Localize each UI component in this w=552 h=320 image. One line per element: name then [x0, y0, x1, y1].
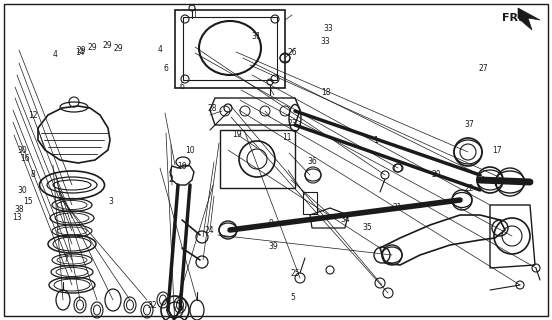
Text: 20: 20: [431, 170, 441, 179]
Text: 33: 33: [321, 37, 331, 46]
Text: 2: 2: [169, 175, 173, 184]
Text: 28: 28: [208, 104, 217, 113]
Text: 34: 34: [340, 215, 350, 224]
Text: 17: 17: [492, 146, 502, 155]
Text: 16: 16: [20, 154, 30, 163]
Text: 7: 7: [64, 255, 68, 264]
Text: 22: 22: [464, 184, 474, 193]
Text: 10: 10: [185, 146, 195, 155]
Polygon shape: [518, 8, 540, 30]
Text: 31: 31: [252, 32, 262, 41]
Text: 21: 21: [392, 204, 402, 212]
Text: 11: 11: [282, 133, 292, 142]
Text: 9: 9: [268, 220, 273, 228]
Text: 30: 30: [17, 146, 27, 155]
Text: 25: 25: [290, 269, 300, 278]
Text: 26: 26: [288, 48, 298, 57]
Bar: [220, 130, 295, 188]
Bar: [303, 192, 317, 214]
Text: 18: 18: [321, 88, 331, 97]
Text: 1: 1: [373, 136, 378, 145]
Text: 39: 39: [268, 242, 278, 251]
Text: FR.: FR.: [502, 13, 522, 23]
Text: 29: 29: [114, 44, 124, 53]
Text: 10: 10: [177, 162, 187, 171]
Text: 15: 15: [23, 197, 33, 206]
Text: 4: 4: [53, 50, 57, 59]
Text: 3: 3: [108, 197, 113, 206]
Text: 29: 29: [88, 43, 98, 52]
Text: 32: 32: [147, 301, 157, 310]
Text: 29: 29: [77, 46, 87, 55]
Text: 13: 13: [12, 213, 22, 222]
Text: 4: 4: [158, 45, 162, 54]
Text: 38: 38: [14, 205, 24, 214]
Text: 14: 14: [75, 48, 85, 57]
Text: 24: 24: [205, 226, 215, 235]
Text: 6: 6: [180, 82, 184, 91]
Text: 27: 27: [478, 64, 488, 73]
Text: 23: 23: [288, 119, 298, 128]
Text: 30: 30: [17, 186, 27, 195]
Text: 36: 36: [307, 157, 317, 166]
Text: 6: 6: [163, 64, 168, 73]
Text: 8: 8: [31, 170, 35, 179]
Bar: [183, 17, 277, 80]
Text: 5: 5: [290, 293, 295, 302]
Text: 37: 37: [464, 120, 474, 129]
Text: 19: 19: [232, 130, 242, 139]
Text: 35: 35: [362, 223, 372, 232]
Text: 33: 33: [323, 24, 333, 33]
Bar: [175, 10, 285, 88]
Text: 12: 12: [28, 111, 38, 120]
Text: 29: 29: [103, 41, 113, 50]
